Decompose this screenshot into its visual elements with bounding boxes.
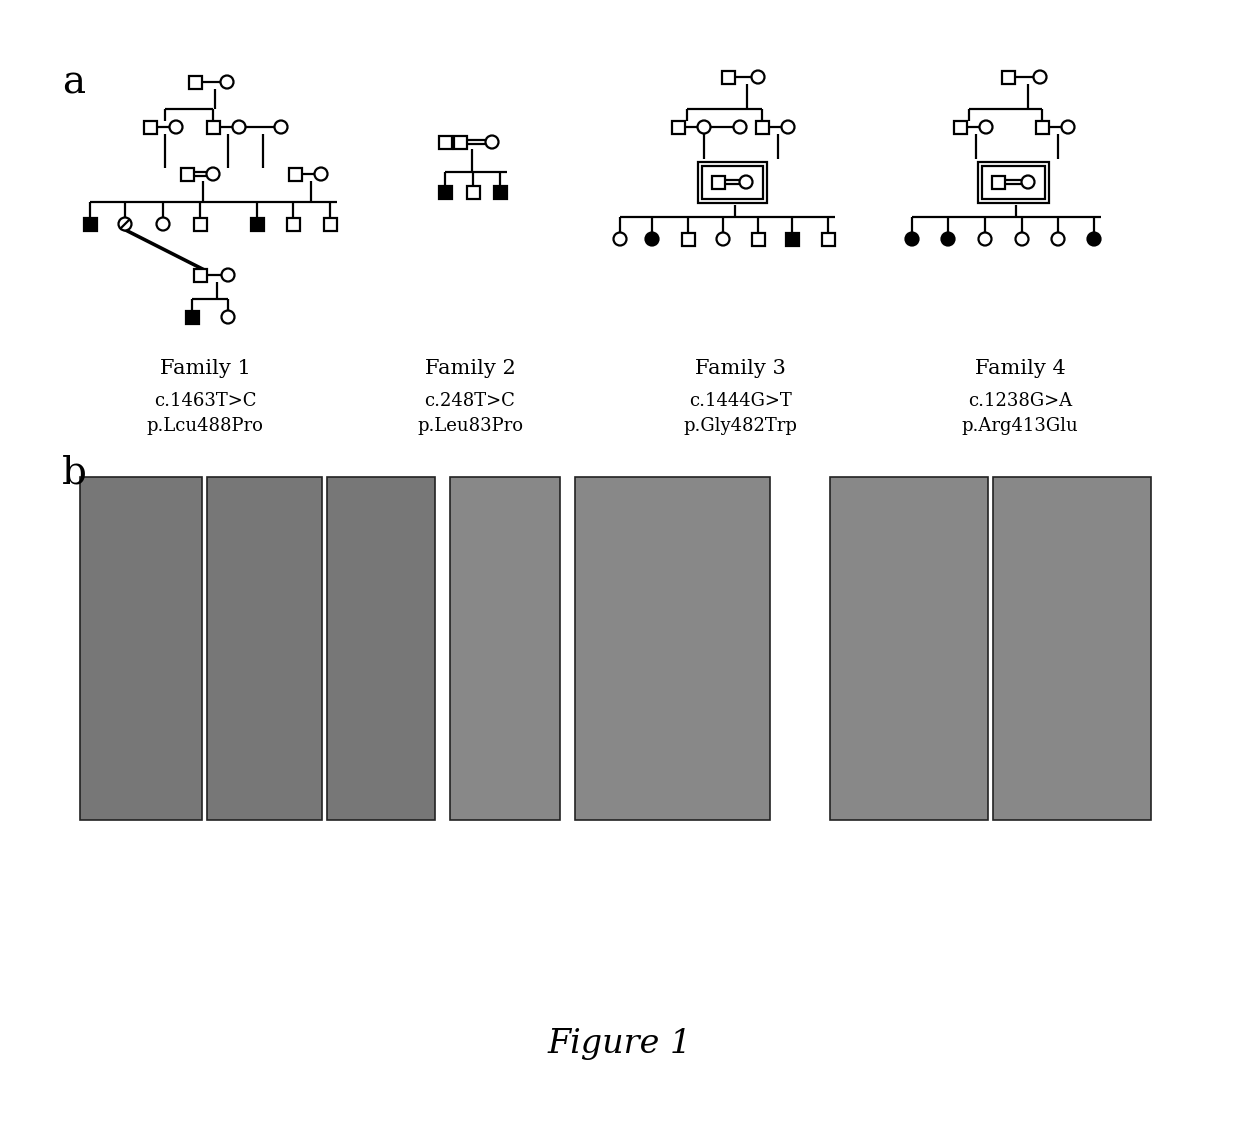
Bar <box>977 161 1049 202</box>
Circle shape <box>697 121 711 133</box>
Bar <box>186 310 198 324</box>
Bar <box>993 478 1151 820</box>
Circle shape <box>978 232 992 246</box>
Bar <box>682 232 694 246</box>
Bar <box>181 167 193 181</box>
Circle shape <box>207 167 219 181</box>
Circle shape <box>315 167 327 181</box>
Bar <box>672 121 684 133</box>
Bar <box>821 232 835 246</box>
Circle shape <box>717 232 729 246</box>
Bar <box>324 217 336 231</box>
Bar <box>454 135 466 149</box>
Bar <box>1035 121 1049 133</box>
Bar <box>81 478 202 820</box>
Circle shape <box>781 121 795 133</box>
Circle shape <box>274 121 288 133</box>
Text: Family 2: Family 2 <box>424 359 516 377</box>
Bar <box>193 268 207 282</box>
Circle shape <box>119 217 131 231</box>
Circle shape <box>739 175 753 189</box>
Circle shape <box>233 121 246 133</box>
Circle shape <box>614 232 626 246</box>
Text: p.Leu83Pro: p.Leu83Pro <box>417 417 523 435</box>
Text: Family 4: Family 4 <box>975 359 1065 377</box>
Bar <box>188 75 201 89</box>
Bar <box>697 161 766 202</box>
Text: c.248T>C: c.248T>C <box>424 392 516 410</box>
Bar <box>439 185 451 199</box>
Bar <box>992 175 1004 189</box>
Bar <box>144 121 156 133</box>
Text: a: a <box>62 65 86 102</box>
Circle shape <box>941 232 955 246</box>
Circle shape <box>734 121 746 133</box>
Circle shape <box>222 268 234 282</box>
Circle shape <box>221 75 233 89</box>
Text: b: b <box>62 455 87 492</box>
Bar <box>83 217 97 231</box>
Bar <box>494 185 506 199</box>
Text: c.1463T>C: c.1463T>C <box>154 392 257 410</box>
Text: Figure 1: Figure 1 <box>548 1028 692 1060</box>
Circle shape <box>156 217 170 231</box>
Circle shape <box>751 70 765 83</box>
Bar <box>982 166 1044 199</box>
Bar <box>207 478 322 820</box>
Bar <box>450 478 560 820</box>
Bar <box>193 217 207 231</box>
Bar <box>439 135 451 149</box>
Circle shape <box>1033 70 1047 83</box>
Circle shape <box>905 232 919 246</box>
Circle shape <box>980 121 992 133</box>
Circle shape <box>1016 232 1028 246</box>
Bar <box>575 478 770 820</box>
Bar <box>755 121 769 133</box>
Circle shape <box>1022 175 1034 189</box>
Bar <box>289 167 301 181</box>
Bar <box>722 70 734 83</box>
Circle shape <box>486 135 498 149</box>
Circle shape <box>646 232 658 246</box>
Circle shape <box>1061 121 1075 133</box>
Bar <box>751 232 765 246</box>
Text: p.Arg413Glu: p.Arg413Glu <box>962 417 1079 435</box>
Bar <box>207 121 219 133</box>
Circle shape <box>1087 232 1101 246</box>
Circle shape <box>170 121 182 133</box>
Bar <box>286 217 300 231</box>
Text: c.1444G>T: c.1444G>T <box>688 392 791 410</box>
Text: c.1238G>A: c.1238G>A <box>968 392 1073 410</box>
Bar <box>250 217 263 231</box>
Text: Family 1: Family 1 <box>160 359 250 377</box>
Bar <box>702 166 763 199</box>
Text: p.Lcu488Pro: p.Lcu488Pro <box>146 417 263 435</box>
Circle shape <box>1052 232 1064 246</box>
Bar <box>785 232 799 246</box>
Bar <box>1002 70 1014 83</box>
Bar <box>327 478 435 820</box>
Bar <box>954 121 966 133</box>
Circle shape <box>222 310 234 324</box>
Text: p.Gly482Trp: p.Gly482Trp <box>683 417 797 435</box>
Bar <box>466 185 480 199</box>
Text: Family 3: Family 3 <box>694 359 785 377</box>
Bar <box>830 478 988 820</box>
Bar <box>712 175 724 189</box>
